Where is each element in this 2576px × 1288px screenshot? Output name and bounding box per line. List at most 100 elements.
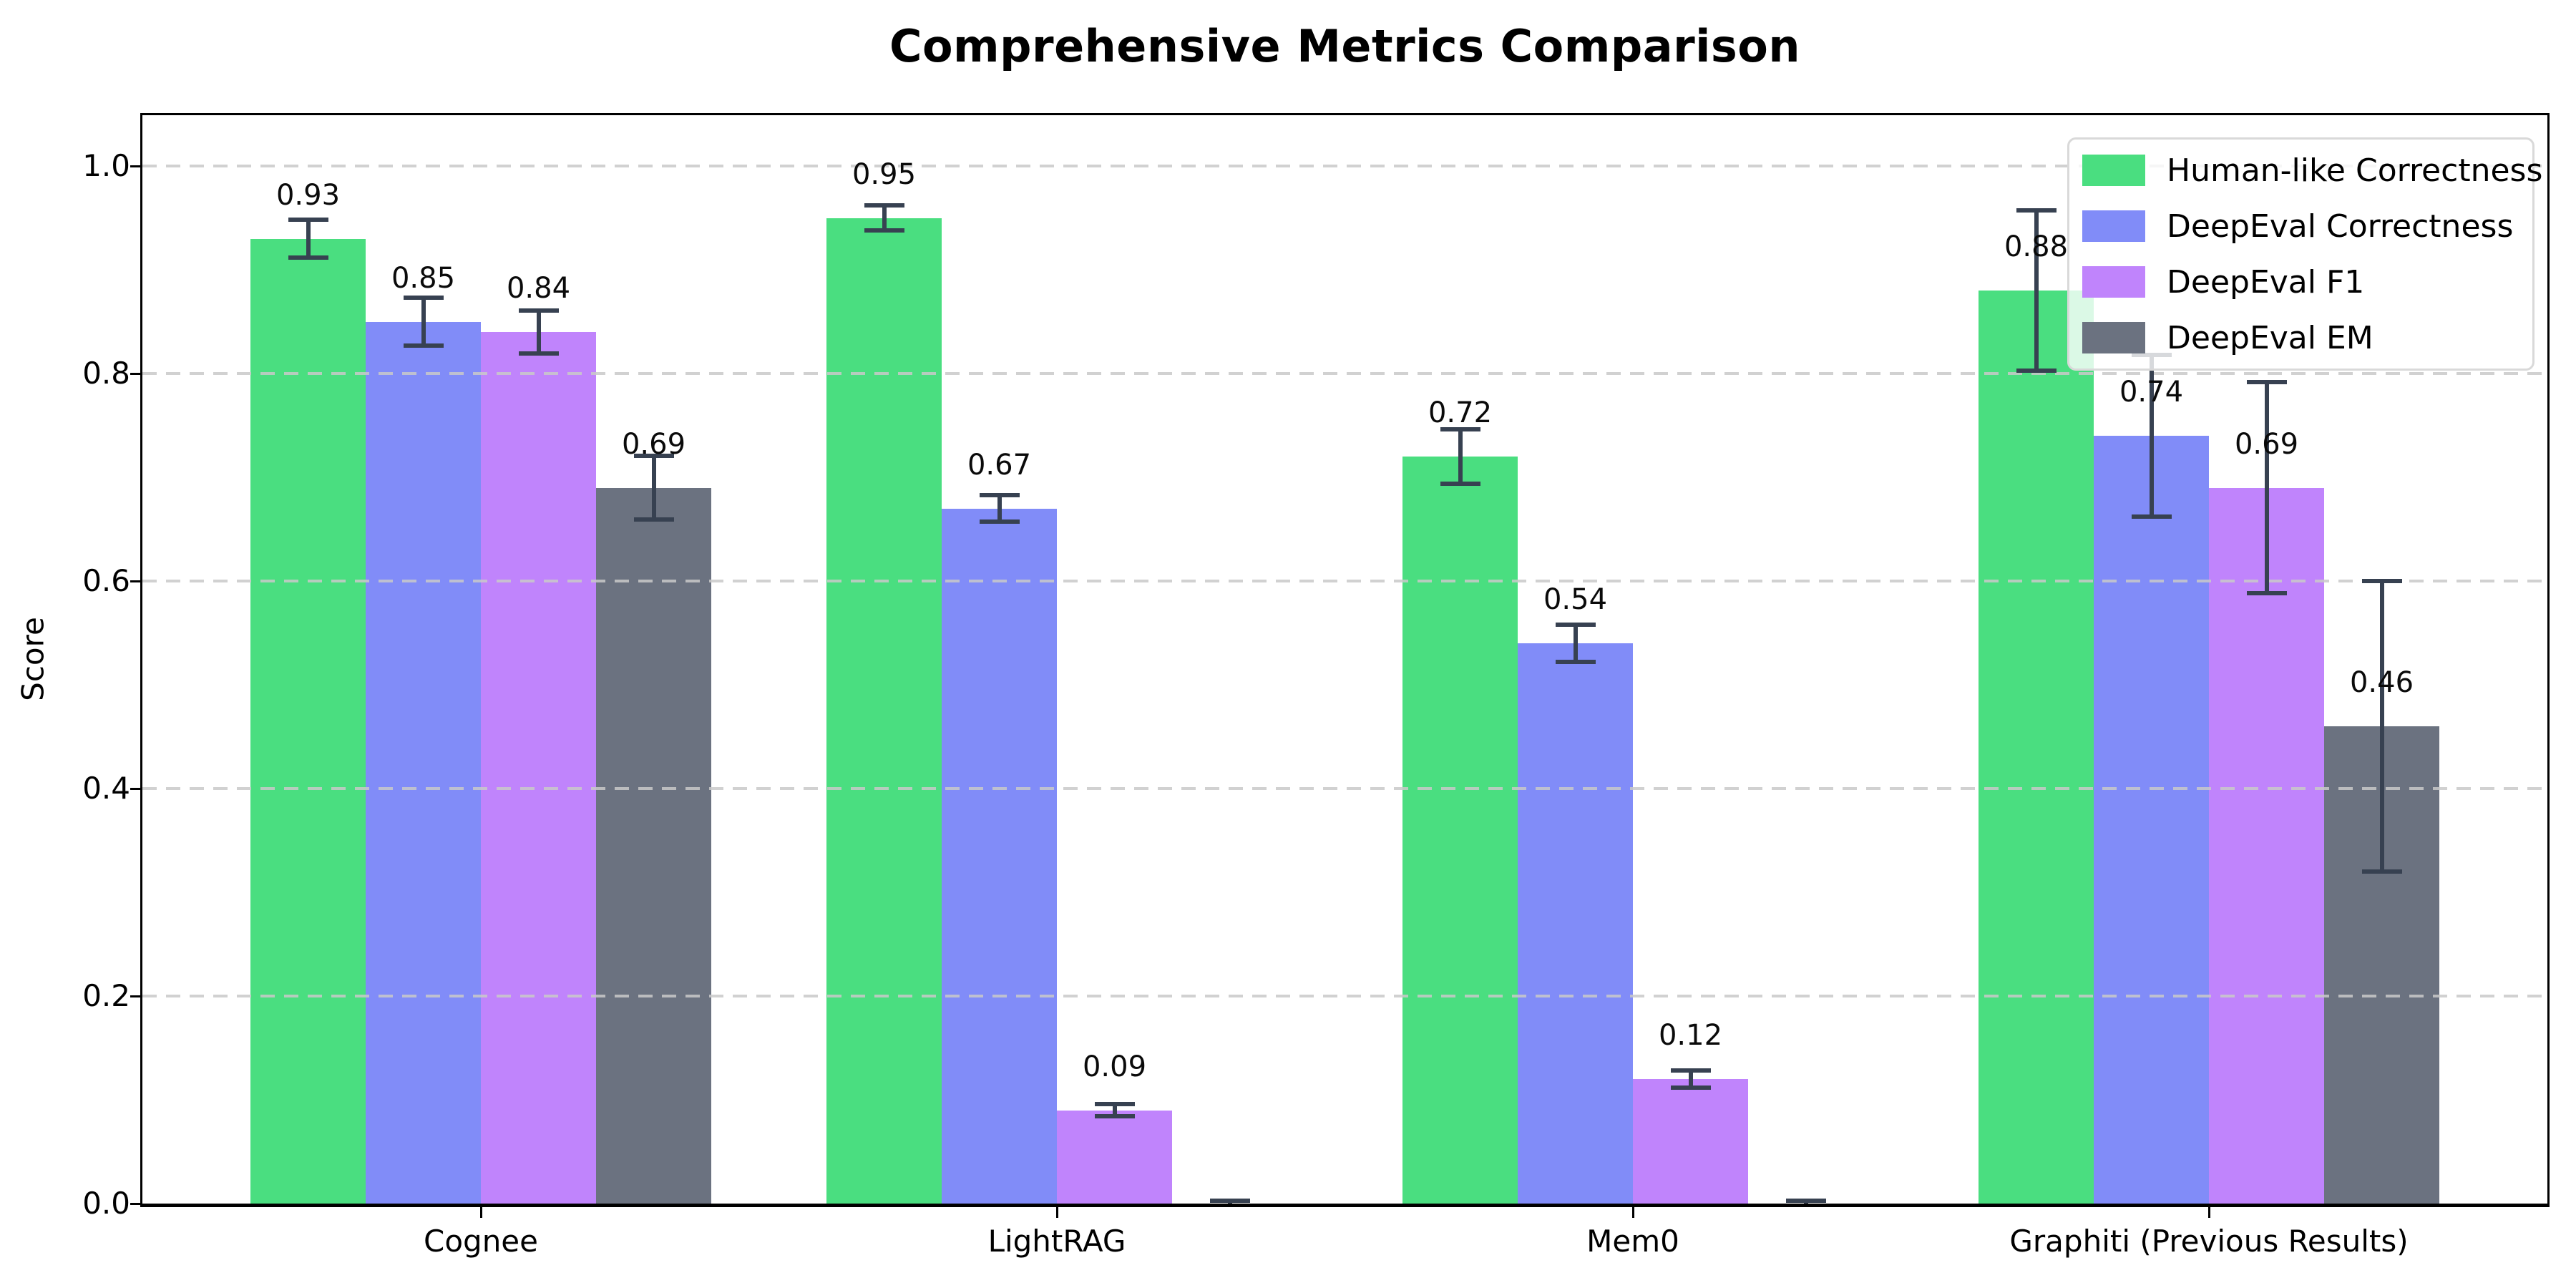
error-bar-line — [1573, 624, 1578, 663]
bar-value-label: 0.69 — [621, 427, 686, 461]
error-bar-cap-top — [864, 203, 904, 208]
error-bar-cap-top — [1670, 1068, 1711, 1073]
error-bar-cap-bottom — [1094, 1114, 1135, 1119]
bar-value-label: 0.84 — [506, 272, 571, 305]
error-bar-line — [2264, 381, 2269, 594]
legend-swatch — [2082, 210, 2145, 242]
y-tick-mark — [130, 995, 141, 997]
gridline — [142, 787, 2547, 790]
error-bar-cap-bottom — [2016, 368, 2057, 373]
bar-deepeval-em — [596, 487, 711, 1204]
x-tick-mark — [1055, 1207, 1058, 1218]
x-tick-label-cognee: Cognee — [424, 1224, 538, 1259]
chart-title: Comprehensive Metrics Comparison — [889, 20, 1801, 72]
error-bar-cap-bottom — [288, 255, 328, 260]
error-bar-cap-bottom — [979, 519, 1020, 525]
legend-swatch — [2082, 322, 2145, 353]
bar-value-label: 0.09 — [1082, 1050, 1147, 1083]
error-bar-cap-bottom — [1440, 481, 1480, 486]
error-bar-line — [2034, 210, 2039, 371]
bar-human-like-correctness — [1402, 457, 1518, 1204]
y-tick-mark — [130, 165, 141, 167]
y-tick-label: 0.0 — [82, 1186, 130, 1221]
bar-value-label: 0.12 — [1658, 1019, 1723, 1052]
legend-item-label: Human-like Correctness — [2167, 152, 2543, 189]
bar-value-label: 0.93 — [275, 178, 341, 212]
error-bar-line — [2149, 354, 2154, 517]
bar-value-label: 0.46 — [2349, 666, 2414, 699]
error-bar-line — [1112, 1103, 1117, 1117]
bar-deepeval-correctness — [942, 508, 1057, 1204]
bar-value-label: 0.88 — [2004, 230, 2069, 263]
x-tick-label-mem0: Mem0 — [1586, 1224, 1679, 1259]
bar-deepeval-correctness — [1518, 643, 1633, 1204]
error-bar-line — [306, 220, 311, 258]
legend-item: DeepEval Correctness — [2069, 198, 2532, 254]
bar-value-label: 0.54 — [1543, 583, 1608, 616]
error-bar-cap-top — [518, 308, 559, 313]
error-bar-cap-top — [1209, 1198, 1250, 1203]
error-bar-cap-top — [1094, 1101, 1135, 1106]
legend-item-label: DeepEval Correctness — [2167, 208, 2514, 245]
error-bar-cap-bottom — [864, 228, 904, 233]
error-bar-cap-bottom — [2361, 869, 2402, 874]
error-bar-line — [536, 310, 541, 354]
error-bar-line — [997, 494, 1002, 522]
error-bar-cap-top — [403, 296, 444, 301]
y-tick-label: 1.0 — [82, 148, 130, 183]
bar-value-label: 0.72 — [1428, 396, 1493, 429]
bar-value-label: 0.95 — [852, 157, 917, 191]
y-tick-mark — [130, 372, 141, 375]
bar-deepeval-correctness — [2094, 436, 2209, 1204]
error-bar-cap-bottom — [2246, 591, 2287, 596]
bar-value-label: 0.74 — [2119, 376, 2184, 409]
error-bar-cap-bottom — [1670, 1085, 1711, 1090]
error-bar-line — [1458, 429, 1463, 484]
y-axis-label: Score — [15, 617, 51, 701]
bar-deepeval-f1 — [1057, 1110, 1172, 1204]
gridline — [142, 995, 2547, 997]
bar-value-label: 0.69 — [2234, 427, 2299, 461]
legend-item: Human-like Correctness — [2069, 142, 2542, 198]
error-bar-cap-bottom — [403, 343, 444, 348]
error-bar-cap-top — [2016, 208, 2057, 213]
error-bar-line — [421, 298, 426, 346]
legend-item: DeepEval EM — [2069, 310, 2532, 366]
bar-human-like-correctness — [826, 218, 942, 1204]
error-bar-cap-top — [288, 218, 328, 223]
y-tick-label: 0.4 — [82, 771, 130, 806]
bar-value-label: 0.67 — [967, 448, 1032, 482]
error-bar-cap-bottom — [1555, 660, 1596, 665]
bar-human-like-correctness — [250, 238, 366, 1204]
error-bar-cap-top — [979, 492, 1020, 497]
error-bar-cap-bottom — [2131, 514, 2172, 519]
bar-deepeval-f1 — [1633, 1079, 1748, 1204]
y-tick-mark — [130, 580, 141, 582]
legend-swatch — [2082, 155, 2145, 186]
legend-swatch — [2082, 266, 2145, 298]
error-bar-cap-top — [2246, 379, 2287, 384]
x-tick-mark — [479, 1207, 482, 1218]
error-bar-cap-top — [1440, 427, 1480, 432]
legend-item-label: DeepEval EM — [2167, 319, 2373, 356]
y-tick-label: 0.2 — [82, 978, 130, 1013]
error-bar-cap-bottom — [1786, 1204, 1826, 1207]
error-bar-line — [2379, 581, 2384, 872]
error-bar-cap-bottom — [1210, 1204, 1250, 1207]
error-bar-cap-bottom — [518, 351, 559, 356]
error-bar-cap-top — [1555, 622, 1596, 627]
y-tick-label: 0.8 — [82, 356, 130, 391]
error-bar-cap-top — [2361, 579, 2402, 583]
legend-item-label: DeepEval F1 — [2167, 263, 2365, 301]
bar-deepeval-f1 — [481, 332, 596, 1204]
y-tick-label: 0.6 — [82, 563, 130, 598]
x-tick-mark — [1631, 1207, 1634, 1218]
legend: Human-like Correctness DeepEval Correctne… — [2067, 137, 2542, 371]
bar-human-like-correctness — [1979, 291, 2094, 1204]
error-bar-cap-top — [1785, 1198, 1826, 1203]
y-tick-mark — [130, 787, 141, 790]
y-tick-mark — [130, 1202, 141, 1205]
bar-value-label: 0.85 — [391, 261, 456, 295]
gridline — [142, 580, 2547, 582]
